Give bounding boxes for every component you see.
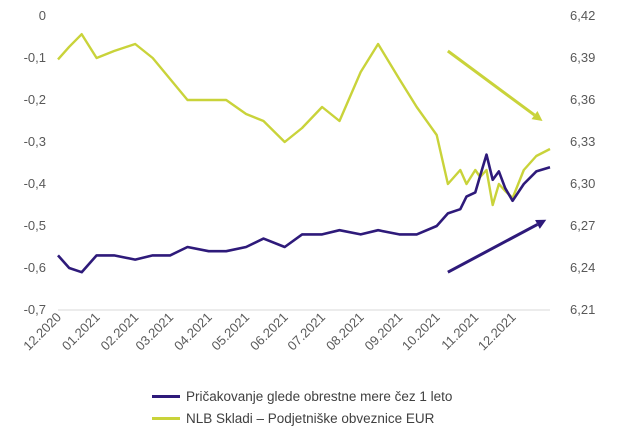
left-tick-label: -0,4 — [24, 176, 46, 191]
x-tick-label: 03.2021 — [132, 310, 176, 354]
right-axis-ticks: 6,42 6,39 6,36 6,33 6,30 6,27 6,24 6,21 — [570, 8, 595, 317]
left-tick-label: -0,7 — [24, 302, 46, 317]
x-tick-label: 08.2021 — [323, 310, 367, 354]
x-tick-label: 11.2021 — [438, 310, 481, 353]
left-tick-label: -0,3 — [24, 134, 46, 149]
series-line-fund — [57, 33, 551, 207]
trend-arrow-head — [535, 219, 547, 229]
right-tick-label: 6,36 — [570, 92, 595, 107]
legend: Pričakovanje glede obrestne mere čez 1 l… — [152, 385, 452, 429]
annotation-layer — [446, 49, 547, 274]
series-line-rate — [57, 153, 551, 274]
right-tick-label: 6,39 — [570, 50, 595, 65]
legend-item-fund: NLB Skladi – Podjetniške obveznice EUR — [152, 407, 452, 429]
left-tick-label: -0,5 — [24, 218, 46, 233]
left-tick-label: -0,1 — [24, 50, 46, 65]
x-tick-label: 09.2021 — [362, 310, 406, 354]
x-tick-label: 12.2021 — [475, 310, 519, 354]
x-tick-label: 04.2021 — [171, 310, 215, 354]
right-tick-label: 6,21 — [570, 302, 595, 317]
legend-label-rate: Pričakovanje glede obrestne mere čez 1 l… — [186, 388, 453, 404]
right-tick-label: 6,24 — [570, 260, 595, 275]
legend-swatch-fund — [152, 416, 180, 420]
right-tick-label: 6,42 — [570, 8, 595, 23]
x-tick-label: 05.2021 — [208, 310, 252, 354]
x-tick-label: 01.2021 — [59, 310, 103, 354]
trend-arrow-head — [531, 111, 543, 121]
right-tick-label: 6,30 — [570, 176, 595, 191]
legend-item-rate: Pričakovanje glede obrestne mere čez 1 l… — [152, 385, 452, 407]
right-tick-label: 6,33 — [570, 134, 595, 149]
right-tick-label: 6,27 — [570, 218, 595, 233]
trend-arrow-line — [447, 223, 539, 274]
left-tick-label: 0 — [39, 8, 46, 23]
legend-label-fund: NLB Skladi – Podjetniške obveznice EUR — [186, 410, 435, 426]
x-tick-label: 06.2021 — [247, 310, 291, 354]
left-axis-ticks: 0 -0,1 -0,2 -0,3 -0,4 -0,5 -0,6 -0,7 — [24, 8, 46, 317]
x-axis-ticks: 12.202001.202102.202103.202104.202105.20… — [20, 310, 518, 354]
trend-arrow-line — [446, 49, 536, 117]
legend-swatch-rate — [152, 394, 180, 398]
x-tick-label: 02.2021 — [98, 310, 142, 354]
x-tick-label: 07.2021 — [284, 310, 328, 354]
left-tick-label: -0,6 — [24, 260, 46, 275]
series-layer — [57, 33, 551, 274]
x-tick-label: 10.2021 — [399, 310, 443, 354]
left-tick-label: -0,2 — [24, 92, 46, 107]
